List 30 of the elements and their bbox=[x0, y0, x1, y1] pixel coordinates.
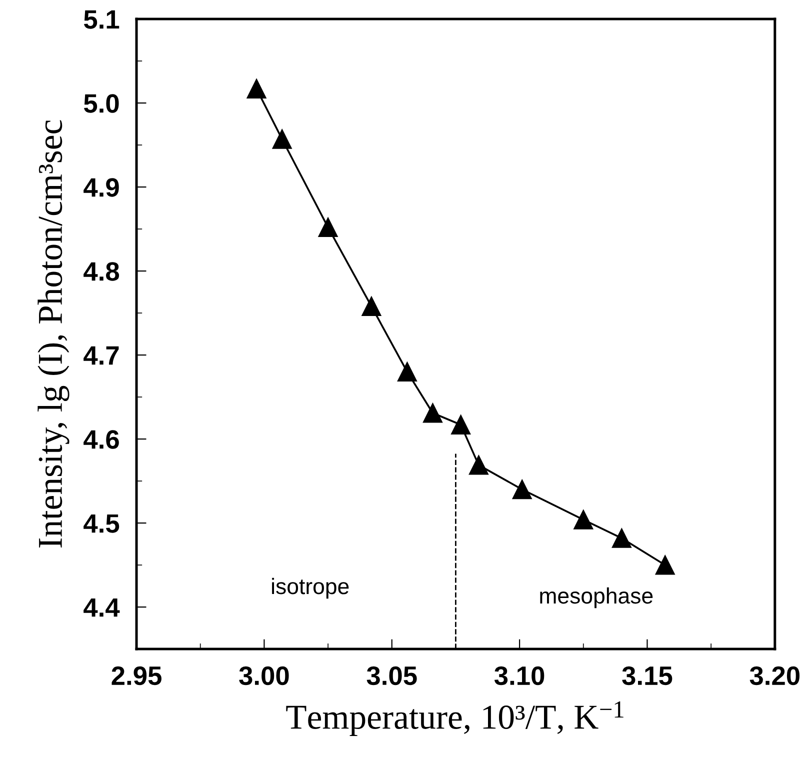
point bbox=[468, 455, 488, 475]
point bbox=[362, 296, 382, 316]
y-tick-label: 4.7 bbox=[84, 346, 119, 365]
y-tick-label: 4.6 bbox=[84, 430, 119, 449]
annotation: isotrope bbox=[272, 578, 349, 599]
point bbox=[574, 510, 594, 530]
point bbox=[246, 79, 266, 98]
point bbox=[655, 555, 675, 575]
x-tick-label: 3.15 bbox=[622, 666, 672, 686]
x-tick-label: 2.95 bbox=[112, 666, 162, 686]
point bbox=[512, 480, 532, 500]
point bbox=[423, 403, 442, 423]
point bbox=[397, 362, 417, 382]
annotation: mesophase bbox=[540, 587, 653, 608]
x-axis-title: Temperature, 10³/T, K$^{−1}$ bbox=[286, 701, 624, 736]
point bbox=[612, 528, 632, 548]
point bbox=[272, 129, 292, 149]
y-tick-label: 5.1 bbox=[84, 10, 120, 29]
point bbox=[451, 415, 471, 434]
x-tick-label: 3.00 bbox=[239, 666, 289, 686]
point bbox=[318, 218, 338, 238]
x-tick-label: 3.10 bbox=[494, 666, 544, 686]
y-tick-label: 4.4 bbox=[84, 598, 120, 617]
x-tick-label: 3.05 bbox=[366, 666, 417, 686]
y-tick-label: 4.5 bbox=[84, 514, 120, 533]
y-tick-label: 4.8 bbox=[84, 262, 120, 281]
y-tick-label: 4.9 bbox=[84, 178, 119, 197]
y-tick-label: 5.0 bbox=[84, 94, 119, 113]
x-tick-label: 3.20 bbox=[750, 666, 800, 686]
y-axis-title: Intensity, lg (I), Photon/cm³sec bbox=[38, 120, 70, 548]
